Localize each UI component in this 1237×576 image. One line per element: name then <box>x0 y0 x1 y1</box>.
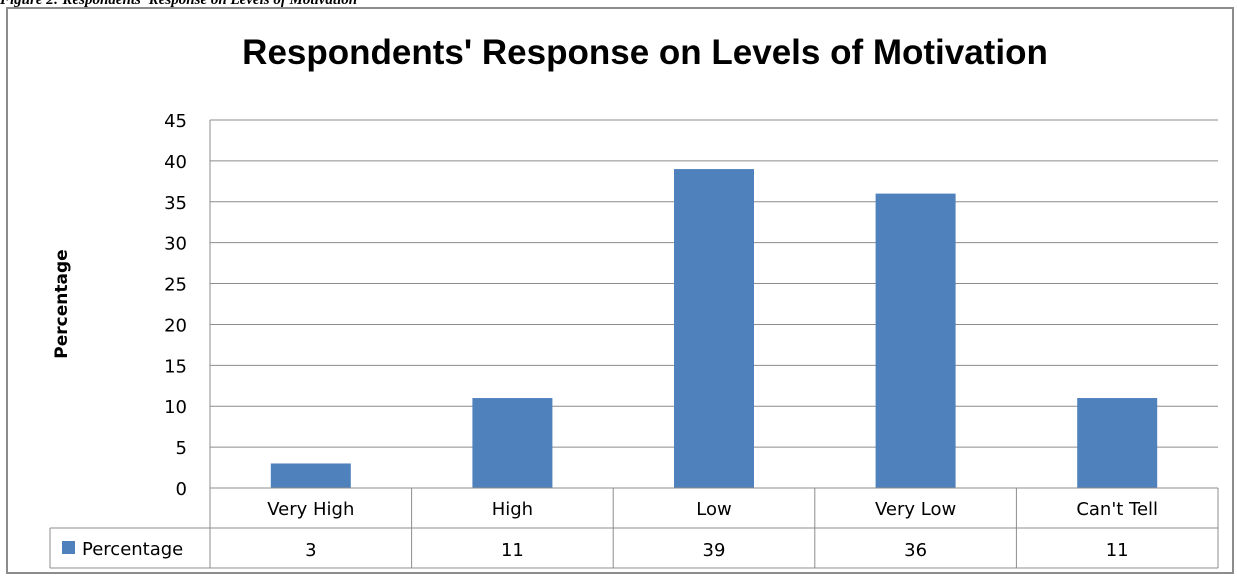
chart-title: Respondents' Response on Levels of Motiv… <box>242 33 1048 72</box>
y-tick-label: 10 <box>164 397 187 418</box>
table-value: 11 <box>501 540 524 561</box>
y-axis-label: Percentage <box>52 249 72 358</box>
chart-frame <box>6 7 1234 574</box>
y-tick-label: 40 <box>164 152 187 173</box>
y-axis-ticks: 0 5 10 15 20 25 30 35 40 45 <box>164 111 187 500</box>
category-label: Low <box>696 499 731 520</box>
figure-caption: Figure 2: Respondents' Response on Level… <box>0 0 358 8</box>
bars <box>270 169 1158 489</box>
legend-swatch <box>62 541 75 554</box>
category-label: Very High <box>267 499 354 520</box>
y-tick-label: 45 <box>164 111 187 132</box>
y-tick-label: 15 <box>164 356 187 377</box>
table-value: 36 <box>904 540 927 561</box>
bar <box>674 169 754 489</box>
y-tick-label: 0 <box>176 479 187 500</box>
y-tick-label: 20 <box>164 315 187 336</box>
bar <box>1077 398 1158 488</box>
bar <box>875 193 956 488</box>
y-tick-label: 5 <box>176 438 187 459</box>
table-value: 11 <box>1106 540 1129 561</box>
category-label: Very Low <box>875 499 956 520</box>
y-tick-label: 35 <box>164 193 187 214</box>
bar <box>270 463 351 488</box>
y-tick-label: 30 <box>164 234 187 255</box>
y-tick-label: 25 <box>164 275 187 296</box>
legend-label: Percentage <box>82 539 183 560</box>
category-label: Can't Tell <box>1076 499 1158 520</box>
table-value: 39 <box>703 540 726 561</box>
data-table: Very High 3 High 11 Low 39 Very Low 36 Can't Tel… <box>49 487 1219 569</box>
category-label: High <box>492 499 533 520</box>
table-value: 3 <box>305 540 316 561</box>
bar <box>472 398 553 488</box>
